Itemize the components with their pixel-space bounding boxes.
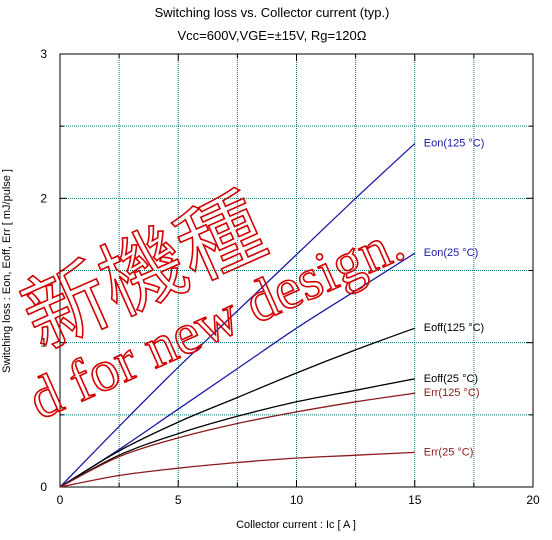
series-label-eon-125-c: Eon(125 °C)	[424, 137, 485, 149]
x-tick-label: 5	[175, 493, 182, 507]
y-tick-label: 0	[40, 480, 47, 494]
watermark: 新機種 d for new design.	[10, 180, 413, 432]
x-tick-label: 0	[57, 493, 64, 507]
series-label-eoff-25-c: Eoff(25 °C)	[424, 373, 478, 385]
y-axis-label: Switching loss : Eon, Eoff, Err [ mJ/pul…	[1, 169, 13, 373]
series-label-eoff-125-c: Eoff(125 °C)	[424, 322, 484, 334]
series-label-err-125-c: Err(125 °C)	[424, 387, 480, 399]
y-tick-label: 3	[40, 47, 47, 61]
x-axis-label: Collector current : Ic [ A ]	[236, 519, 356, 531]
chart-subtitle: Vcc=600V,VGE=±15V, Rg=120Ω	[177, 28, 366, 43]
series-labels: Eon(125 °C) Eon(25 °C) Eoff(125 °C) Eoff(25…	[424, 137, 485, 458]
x-tick-label: 10	[290, 493, 304, 507]
series-label-err-25-c: Err(25 °C)	[424, 446, 474, 458]
chart-title: Switching loss vs. Collector current (ty…	[155, 5, 390, 20]
x-tick-label: 15	[408, 493, 422, 507]
x-tick-label: 20	[526, 493, 540, 507]
x-tick-labels: 0 5 10 15 20	[57, 493, 540, 507]
y-tick-label: 2	[40, 191, 47, 205]
series-label-eon-25-c: Eon(25 °C)	[424, 247, 479, 259]
